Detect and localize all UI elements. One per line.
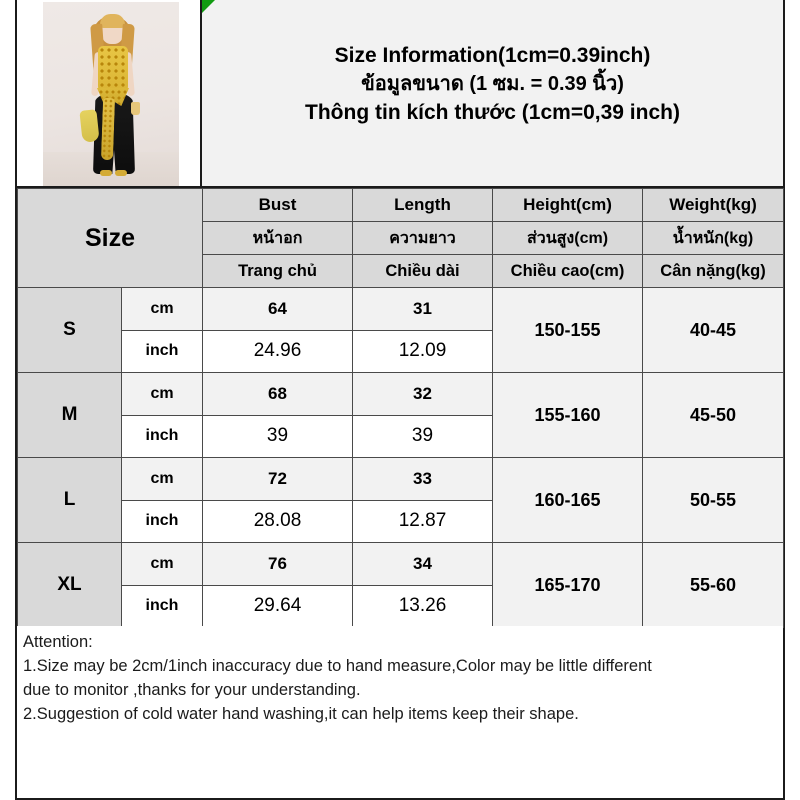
size-column-header: Size bbox=[17, 188, 203, 288]
unit-label-inch: inch bbox=[121, 499, 203, 543]
model-hair-top bbox=[100, 14, 125, 28]
length-inch-value: 12.87 bbox=[352, 499, 493, 543]
header-height-en: Height(cm) bbox=[492, 188, 643, 222]
attention-note-1-cont: due to monitor ,thanks for your understa… bbox=[23, 680, 361, 699]
length-cm-value: 33 bbox=[352, 457, 493, 501]
model-shoe-right bbox=[115, 170, 127, 176]
table-row: inch 24.96 12.09 bbox=[18, 329, 784, 373]
header-bust-en: Bust bbox=[202, 188, 353, 222]
header-weight-en: Weight(kg) bbox=[642, 188, 784, 222]
attention-box: Attention: 1.Size may be 2cm/1inch inacc… bbox=[17, 626, 783, 798]
bust-inch-value: 28.08 bbox=[202, 499, 353, 543]
measurement-table: Size Bust Length Height(cm) Weight(kg) ห… bbox=[17, 188, 784, 628]
header-height-vi: Chiều cao(cm) bbox=[492, 254, 643, 288]
unit-label-cm: cm bbox=[121, 372, 203, 416]
unit-label-inch: inch bbox=[121, 329, 203, 373]
table-row: XL cm 76 34 165-170 55-60 bbox=[17, 542, 784, 628]
model-shoe-left bbox=[100, 170, 112, 176]
weight-value: 55-60 bbox=[642, 542, 784, 628]
header-row-english: Size Bust Length Height(cm) Weight(kg) bbox=[17, 188, 784, 288]
bust-inch-value: 29.64 bbox=[202, 584, 353, 628]
header-height-th: ส่วนสูง(cm) bbox=[492, 221, 643, 255]
bust-cm-value: 68 bbox=[202, 372, 353, 416]
bust-cm-value: 72 bbox=[202, 457, 353, 501]
bust-inch-value: 39 bbox=[202, 414, 353, 458]
header-weight-vi: Cân nặng(kg) bbox=[642, 254, 784, 288]
header-row-thai: หน้าอก ความยาว ส่วนสูง(cm) น้ำหนัก(kg) bbox=[18, 221, 784, 255]
unit-label-cm: cm bbox=[121, 542, 203, 586]
length-cm-value: 34 bbox=[352, 542, 493, 586]
title-line-vietnamese: Thông tin kích thước (1cm=0,39 inch) bbox=[305, 100, 680, 124]
attention-heading: Attention: bbox=[23, 633, 93, 651]
header-bust-vi: Trang chủ bbox=[202, 254, 353, 288]
green-corner-marker-icon bbox=[202, 0, 215, 13]
attention-note-2: 2.Suggestion of cold water hand washing,… bbox=[23, 704, 579, 723]
bust-inch-value: 24.96 bbox=[202, 329, 353, 373]
size-label: S bbox=[17, 287, 122, 373]
header-row-vietnamese: Trang chủ Chiều dài Chiều cao(cm) Cân nặ… bbox=[18, 254, 784, 288]
bust-cm-value: 76 bbox=[202, 542, 353, 586]
weight-value: 40-45 bbox=[642, 287, 784, 373]
unit-label-inch: inch bbox=[121, 414, 203, 458]
length-cm-value: 31 bbox=[352, 287, 493, 331]
header-length-th: ความยาว bbox=[352, 221, 493, 255]
height-value: 155-160 bbox=[492, 372, 643, 458]
garment-gold-sash bbox=[100, 97, 116, 161]
unit-label-cm: cm bbox=[121, 457, 203, 501]
product-photo bbox=[43, 2, 179, 186]
size-chart-frame: Size Information(1cm=0.39inch) ข้อมูลขนา… bbox=[15, 0, 785, 800]
title-line-english: Size Information(1cm=0.39inch) bbox=[334, 44, 651, 68]
header-bust-th: หน้าอก bbox=[202, 221, 353, 255]
size-label: M bbox=[17, 372, 122, 458]
title-cell: Size Information(1cm=0.39inch) ข้อมูลขนา… bbox=[202, 0, 783, 188]
table-row: L cm 72 33 160-165 50-55 bbox=[17, 457, 784, 543]
header-band: Size Information(1cm=0.39inch) ข้อมูลขนา… bbox=[17, 0, 783, 188]
table-row: M cm 68 32 155-160 45-50 bbox=[17, 372, 784, 458]
length-inch-value: 12.09 bbox=[352, 329, 493, 373]
accessory-cup bbox=[131, 102, 140, 115]
size-label: L bbox=[17, 457, 122, 543]
height-value: 160-165 bbox=[492, 457, 643, 543]
attention-note-1: 1.Size may be 2cm/1inch inaccuracy due t… bbox=[23, 656, 652, 675]
garment-gold-top bbox=[98, 46, 128, 96]
table-row: S cm 64 31 150-155 40-45 bbox=[17, 287, 784, 373]
header-length-vi: Chiều dài bbox=[352, 254, 493, 288]
accessory-yellow-bag bbox=[79, 109, 100, 143]
height-value: 150-155 bbox=[492, 287, 643, 373]
length-inch-value: 39 bbox=[352, 414, 493, 458]
product-photo-cell bbox=[17, 0, 202, 188]
unit-label-cm: cm bbox=[121, 287, 203, 331]
size-label: XL bbox=[17, 542, 122, 628]
length-inch-value: 13.26 bbox=[352, 584, 493, 628]
length-cm-value: 32 bbox=[352, 372, 493, 416]
weight-value: 50-55 bbox=[642, 457, 784, 543]
table-row: inch 39 39 bbox=[18, 414, 784, 458]
weight-value: 45-50 bbox=[642, 372, 784, 458]
height-value: 165-170 bbox=[492, 542, 643, 628]
header-length-en: Length bbox=[352, 188, 493, 222]
table-row: inch 29.64 13.26 bbox=[18, 584, 784, 628]
bust-cm-value: 64 bbox=[202, 287, 353, 331]
title-line-thai: ข้อมูลขนาด (1 ซม. = 0.39 นิ้ว) bbox=[361, 73, 624, 96]
table-row: inch 28.08 12.87 bbox=[18, 499, 784, 543]
header-weight-th: น้ำหนัก(kg) bbox=[642, 221, 784, 255]
unit-label-inch: inch bbox=[121, 584, 203, 628]
